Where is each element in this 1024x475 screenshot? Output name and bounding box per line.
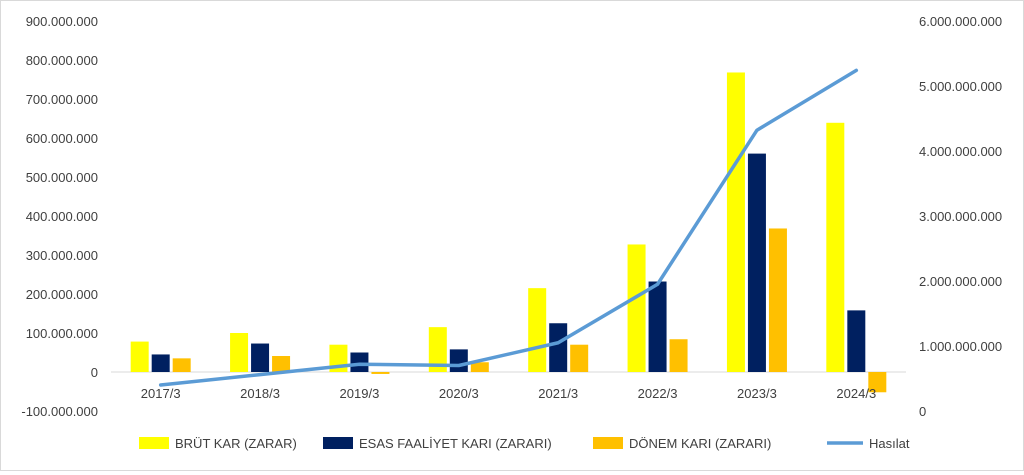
right-axis-tick-label: 2.000.000.000 [919, 274, 1002, 289]
bar-d-nem-kari-zarari-7 [868, 372, 887, 393]
bar-br-t-kar-zarar-6 [726, 72, 745, 372]
bar-br-t-kar-zarar-1 [230, 333, 249, 372]
left-axis-tick-label: 500.000.000 [26, 170, 98, 185]
bar-br-t-kar-zarar-0 [130, 341, 149, 372]
bar-esas-faali-yet-kari-zarari-7 [847, 310, 866, 372]
right-axis-tick-label: 0 [919, 404, 926, 419]
right-axis-tick-label: 5.000.000.000 [919, 79, 1002, 94]
left-axis-tick-label: 200.000.000 [26, 287, 98, 302]
right-axis-tick-label: 1.000.000.000 [919, 339, 1002, 354]
bar-d-nem-kari-zarari-5 [669, 339, 688, 372]
bar-br-t-kar-zarar-7 [826, 122, 845, 372]
left-axis-tick-label: -100.000.000 [21, 404, 98, 419]
category-label: 2022/3 [638, 386, 678, 401]
category-label: 2020/3 [439, 386, 479, 401]
bar-br-t-kar-zarar-3 [428, 327, 447, 372]
category-label: 2023/3 [737, 386, 777, 401]
category-labels: 2017/3 2018/3 2019/3 2020/3 2021/3 2022/3 2023… [141, 386, 876, 401]
right-axis-tick-label: 4.000.000.000 [919, 144, 1002, 159]
right-axis-tick-label: 3.000.000.000 [919, 209, 1002, 224]
line-has-lat [158, 68, 859, 387]
legend-label: BRÜT KAR (ZARAR) [175, 436, 297, 451]
bar-series [130, 72, 887, 393]
line-series-group [158, 68, 859, 387]
bar-d-nem-kari-zarari-4 [570, 344, 589, 372]
legend-label: ESAS FAALİYET KARI (ZARARI) [359, 436, 552, 451]
right-axis-labels: 6.000.000.000 5.000.000.000 4.000.000.000 3… [919, 14, 1002, 419]
bar-esas-faali-yet-kari-zarari-2 [350, 352, 369, 372]
left-axis-tick-label: 0 [91, 365, 98, 380]
category-label: 2018/3 [240, 386, 280, 401]
left-axis-tick-label: 400.000.000 [26, 209, 98, 224]
right-axis-tick-label: 6.000.000.000 [919, 14, 1002, 29]
left-axis-labels: 900.000.000 800.000.000 700.000.000 600.000… [21, 14, 98, 419]
bar-esas-faali-yet-kari-zarari-3 [449, 349, 468, 372]
category-label: 2019/3 [340, 386, 380, 401]
legend-label: DÖNEM KARI (ZARARI) [629, 436, 771, 451]
bar-d-nem-kari-zarari-3 [470, 362, 489, 372]
bar-d-nem-kari-zarari-2 [371, 372, 390, 374]
category-label: 2017/3 [141, 386, 181, 401]
bar-esas-faali-yet-kari-zarari-6 [747, 153, 766, 372]
legend: BRÜT KAR (ZARAR) ESAS FAALİYET KARI (ZARA… [139, 436, 910, 451]
bar-esas-faali-yet-kari-zarari-0 [151, 354, 170, 372]
bar-esas-faali-yet-kari-zarari-4 [549, 323, 568, 372]
bar-d-nem-kari-zarari-1 [272, 356, 291, 372]
legend-swatch-br-t-kar-zarar [139, 437, 169, 449]
legend-swatch-esas-faali-yet-kari-zarari [323, 437, 353, 449]
left-axis-tick-label: 800.000.000 [26, 53, 98, 68]
category-label: 2024/3 [836, 386, 876, 401]
bar-esas-faali-yet-kari-zarari-1 [251, 343, 270, 372]
left-axis-tick-label: 600.000.000 [26, 131, 98, 146]
legend-swatch-d-nem-kari-zarari [593, 437, 623, 449]
left-axis-tick-label: 700.000.000 [26, 92, 98, 107]
bar-br-t-kar-zarar-5 [627, 244, 646, 372]
left-axis-tick-label: 900.000.000 [26, 14, 98, 29]
left-axis-tick-label: 300.000.000 [26, 248, 98, 263]
category-label: 2021/3 [538, 386, 578, 401]
legend-label: Hasılat [869, 436, 910, 451]
bar-esas-faali-yet-kari-zarari-5 [648, 281, 667, 372]
bar-d-nem-kari-zarari-6 [768, 228, 787, 372]
bar-d-nem-kari-zarari-0 [172, 358, 191, 372]
left-axis-tick-label: 100.000.000 [26, 326, 98, 341]
bar-br-t-kar-zarar-4 [528, 288, 547, 372]
